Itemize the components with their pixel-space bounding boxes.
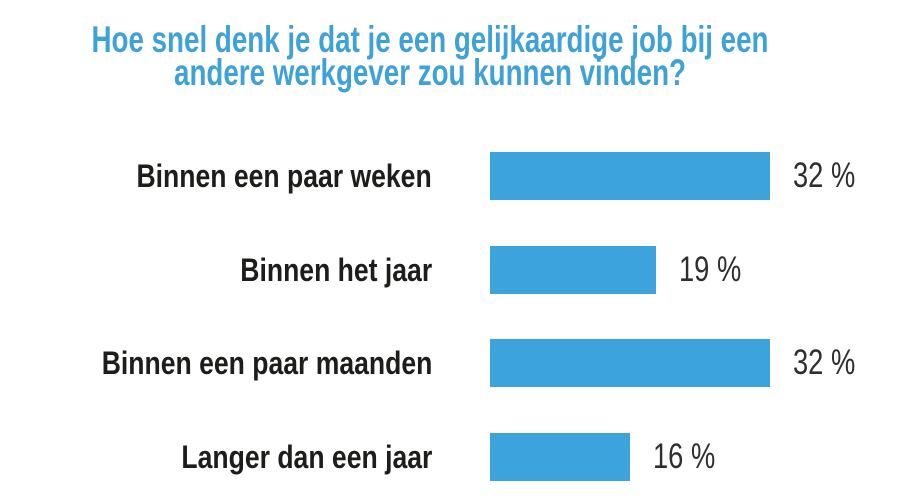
- category-label-text: Langer dan een jaar: [181, 438, 432, 475]
- chart-title: Hoe snel denk je dat je een gelijkaardig…: [55, 19, 805, 93]
- chart-title-line-2: andere werkgever zou kunnen vinden?: [174, 52, 686, 93]
- category-label-text: Binnen het jaar: [240, 251, 432, 288]
- chart-title-line-1: Hoe snel denk je dat je een gelijkaardig…: [91, 19, 769, 60]
- value-label: 32 %: [793, 339, 873, 387]
- category-label: Langer dan een jaar: [0, 433, 432, 481]
- value-label: 32 %: [793, 152, 873, 200]
- chart-row: Binnen een paar weken 32 %: [0, 152, 900, 200]
- value-label-text: 32 %: [793, 156, 856, 195]
- bar: [490, 339, 770, 387]
- bar: [490, 246, 656, 294]
- bar: [490, 433, 630, 481]
- category-label-text: Binnen een paar weken: [136, 157, 432, 194]
- value-label: 16 %: [653, 433, 733, 481]
- chart-row: Binnen een paar maanden 32 %: [0, 339, 900, 387]
- value-label-text: 16 %: [653, 437, 716, 476]
- value-label-text: 32 %: [793, 343, 856, 382]
- category-label: Binnen een paar maanden: [0, 339, 432, 387]
- chart-row: Binnen het jaar 19 %: [0, 246, 900, 294]
- value-label: 19 %: [679, 246, 759, 294]
- category-label: Binnen het jaar: [0, 246, 432, 294]
- value-label-text: 19 %: [679, 250, 742, 289]
- chart-row: Langer dan een jaar 16 %: [0, 433, 900, 481]
- category-label-text: Binnen een paar maanden: [101, 344, 432, 381]
- category-label: Binnen een paar weken: [0, 152, 432, 200]
- bar: [490, 152, 770, 200]
